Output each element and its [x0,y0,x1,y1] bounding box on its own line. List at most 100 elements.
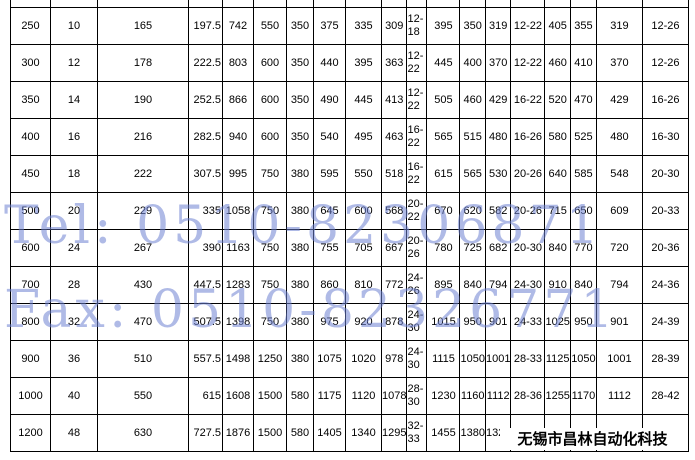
table-cell: 550 [97,377,189,415]
table-cell: 1340 [345,414,382,452]
table-cell: 14 [50,81,98,119]
table-cell: 460 [544,44,571,82]
table-cell: 1250 [253,340,287,378]
table-row: 500 20 229 335 1058 750 380 645 600 568 20-22 670 62… [10,192,689,230]
table-cell: 24-33 [510,303,546,341]
table-cell: 410 [569,44,597,82]
table-cell: 557.5 [188,340,223,378]
table-cell: 24-30 [406,340,428,378]
table-cell: 300 [10,44,51,82]
table-cell: 463 [380,118,408,156]
table-cell: 1255 [544,377,571,415]
table-cell: 282.5 [188,118,223,156]
table-cell: 600 [10,229,51,267]
table-cell: 16-26 [641,81,689,119]
table-cell [345,0,382,8]
table-cell: 750 [253,229,287,267]
table-cell [10,0,51,8]
table-cell: 585 [569,155,597,193]
table-cell: 1120 [345,377,382,415]
table-row: 1000 40 550 615 1608 1500 580 1175 1120 1078 28-30… [10,377,689,415]
table-cell: 165 [97,7,189,45]
table-cell: 18 [380,0,408,8]
table-cell: 609 [595,192,643,230]
table-cell: 480 [595,118,643,156]
table-cell: 794 [595,266,643,304]
table-cell: 860 [313,266,346,304]
table-cell [286,0,314,8]
table-cell: 901 [595,303,643,341]
table-cell: 252.5 [188,81,223,119]
table-row: 18 [10,0,689,8]
table-cell: 28-36 [510,377,546,415]
table-cell: 12-26 [641,44,689,82]
table-cell: 216 [97,118,189,156]
table-cell [406,0,428,8]
table-cell: 750 [253,192,287,230]
table-cell: 600 [253,81,287,119]
table-cell: 20-26 [510,155,546,193]
table-cell: 895 [426,266,461,304]
table-cell: 350 [286,44,314,82]
table-cell: 515 [459,118,486,156]
table-cell: 395 [426,7,461,45]
table-cell: 48 [50,414,98,452]
table-cell: 600 [253,118,287,156]
table-cell: 495 [345,118,382,156]
table-row: 700 28 430 447.5 1283 750 380 860 810 772 24-26 895… [10,266,689,304]
table-cell: 650 [569,192,597,230]
table-cell: 727.5 [188,414,223,452]
table-cell: 866 [222,81,254,119]
table-cell: 395 [345,44,382,82]
table-cell: 1112 [595,377,643,415]
table-cell [484,0,512,8]
table-cell [595,0,643,8]
table-cell: 950 [459,303,486,341]
table-cell: 480 [484,118,512,156]
table-cell: 950 [569,303,597,341]
table-cell: 12-26 [641,7,689,45]
table-cell: 645 [313,192,346,230]
table-cell: 20-30 [510,229,546,267]
table-cell: 803 [222,44,254,82]
table-cell: 1160 [459,377,486,415]
table-cell: 40 [50,377,98,415]
table-cell: 1455 [426,414,461,452]
table-cell: 1500 [253,377,287,415]
table-cell: 380 [286,229,314,267]
table-cell [569,0,597,8]
table-cell [188,0,223,8]
table-cell: 490 [313,81,346,119]
table-cell: 447.5 [188,266,223,304]
table-cell: 28 [50,266,98,304]
table-cell: 12-22 [510,7,546,45]
table-cell: 670 [426,192,461,230]
table-cell: 24-36 [641,266,689,304]
table-cell: 1125 [544,340,571,378]
table-cell: 1078 [380,377,408,415]
table-cell: 16-26 [510,118,546,156]
table-cell: 840 [569,266,597,304]
table-cell: 350 [286,118,314,156]
table-cell: 229 [97,192,189,230]
table-cell: 582 [484,192,512,230]
table-cell: 1163 [222,229,254,267]
table-cell: 770 [569,229,597,267]
table-cell: 978 [380,340,408,378]
table-cell: 910 [544,266,571,304]
table-cell: 16-22 [406,118,428,156]
table-cell: 1001 [595,340,643,378]
table-cell: 450 [10,155,51,193]
table-cell: 370 [484,44,512,82]
table-cell: 197.5 [188,7,223,45]
table-cell: 667 [380,229,408,267]
table-cell: 1283 [222,266,254,304]
table-cell: 350 [459,7,486,45]
table-cell: 370 [595,44,643,82]
table-cell: 840 [459,266,486,304]
table-cell [426,0,461,8]
table-cell: 335 [345,7,382,45]
table-cell: 620 [459,192,486,230]
table-cell: 222 [97,155,189,193]
table-cell: 1500 [253,414,287,452]
